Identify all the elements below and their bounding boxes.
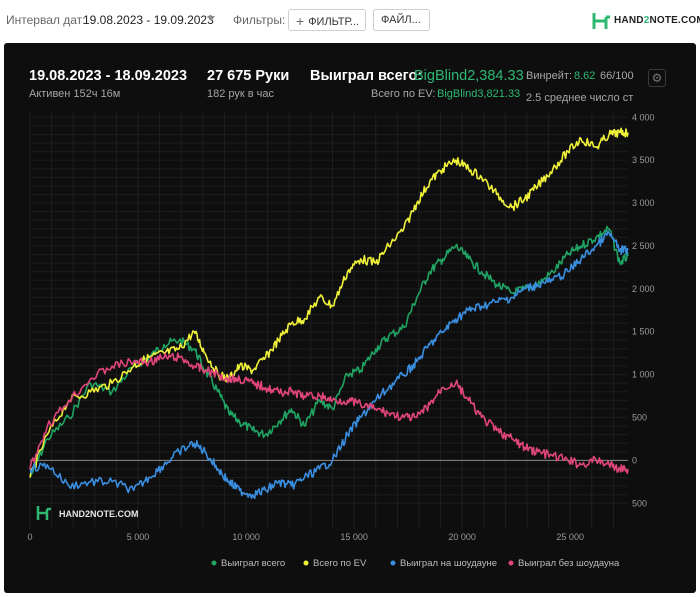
x-tick-label: 10 000 xyxy=(232,532,260,542)
avg-stack-wrapper: 2.5 среднее число ст xyxy=(526,88,638,106)
hand2note-watermark-icon xyxy=(36,506,51,520)
legend-label: Выиграл на шоудауне xyxy=(400,558,497,569)
ev-total-value: BigBlind3,821.33 xyxy=(437,88,521,100)
winrate-extra: 66/100 xyxy=(600,70,634,82)
series-line xyxy=(29,230,629,500)
series-line xyxy=(29,352,629,474)
hand2note-logo-text: HAND2NOTE.COM xyxy=(614,15,700,26)
x-tick-label: 20 000 xyxy=(448,532,476,542)
filters-label: Фильтры: xyxy=(233,13,286,27)
legend-marker xyxy=(303,560,309,566)
y-tick-label: 2 500 xyxy=(632,241,655,251)
date-interval-label: Интервал дат: xyxy=(6,13,86,27)
plus-icon: + xyxy=(296,13,305,29)
legend-label: Всего по EV xyxy=(313,558,367,569)
add-filter-button[interactable]: + ФИЛЬТР... xyxy=(288,9,366,31)
hand2note-logo-icon xyxy=(592,13,610,29)
file-button-label: ФАЙЛ... xyxy=(381,14,421,26)
winrate-value: 8.62 xyxy=(574,70,596,82)
date-interval-select[interactable]: 19.08.2023 - 19.09.2023 xyxy=(83,13,214,27)
y-tick-label: 2 000 xyxy=(632,284,655,294)
profit-chart: 0 5 000 10 000 15 000 20 000 25 000 500 0 500 1 0… xyxy=(27,112,655,569)
chart-watermark: HAND2NOTE.COM xyxy=(36,506,139,520)
x-tick-label: 15 000 xyxy=(340,532,368,542)
hands-per-hour: 182 рук в час xyxy=(207,88,275,100)
winrate-label: Винрейт: xyxy=(526,70,573,82)
x-tick-label: 0 xyxy=(27,532,32,542)
legend-label: Выиграл всего xyxy=(221,558,285,569)
y-tick-label: 1 500 xyxy=(632,327,655,337)
y-tick-label: 500 xyxy=(632,498,647,508)
y-tick-label: 0 xyxy=(632,455,637,465)
hands-count: 27 675 Руки xyxy=(207,68,290,84)
graph-panel: 19.08.2023 - 18.09.2023 Активен 152ч 16м… xyxy=(4,43,696,593)
won-total-value: BigBlind2,384.33 xyxy=(414,68,524,84)
file-button[interactable]: ФАЙЛ... xyxy=(373,9,430,31)
y-tick-label: 500 xyxy=(632,412,647,422)
chevron-down-icon[interactable] xyxy=(207,16,215,21)
avg-stack: 2.5 среднее число ст xyxy=(526,92,634,104)
won-total-label: Выиграл всего: xyxy=(310,68,423,84)
y-tick-label: 3 500 xyxy=(632,155,655,165)
hand2note-watermark-text: HAND2NOTE.COM xyxy=(59,509,139,519)
y-tick-label: 4 000 xyxy=(632,112,655,122)
add-filter-label: ФИЛЬТР... xyxy=(308,16,359,28)
date-range-title: 19.08.2023 - 18.09.2023 xyxy=(29,68,188,84)
x-tick-label: 25 000 xyxy=(556,532,584,542)
y-tick-label: 1 000 xyxy=(632,370,655,380)
ev-total-label: Всего по EV: xyxy=(371,88,436,100)
active-time: Активен 152ч 16м xyxy=(29,88,121,100)
series-line xyxy=(29,225,629,478)
legend-label: Выиграл без шоудауна xyxy=(518,558,620,569)
legend-marker xyxy=(211,560,217,566)
y-tick-label: 3 000 xyxy=(632,198,655,208)
x-tick-label: 5 000 xyxy=(127,532,150,542)
gear-icon[interactable]: ⚙ xyxy=(648,69,666,87)
legend-marker xyxy=(390,560,396,566)
legend-marker xyxy=(508,560,514,566)
top-toolbar: Интервал дат: 19.08.2023 - 19.09.2023 Фи… xyxy=(0,0,700,42)
series-line xyxy=(29,127,629,478)
